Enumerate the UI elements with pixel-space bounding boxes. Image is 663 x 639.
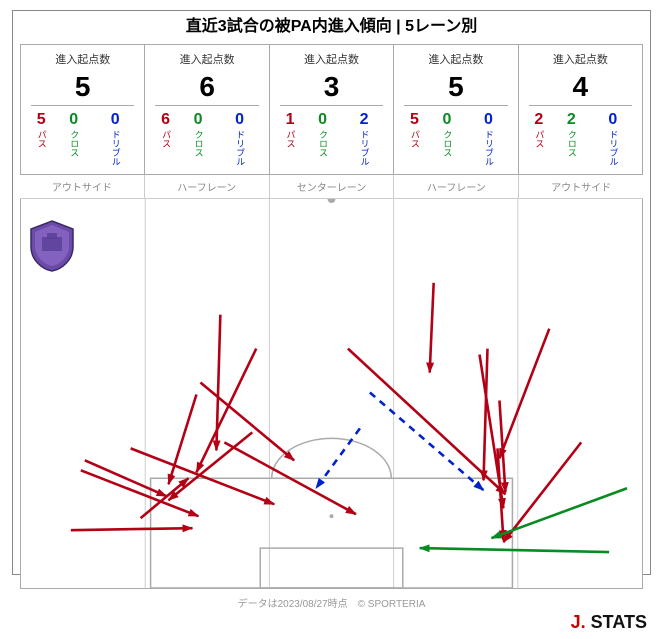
team-crest xyxy=(27,219,77,273)
credit-text: データは2023/08/27時点 © SPORTERIA xyxy=(0,589,663,612)
breakdown-num: 0 xyxy=(318,112,327,128)
breakdown-num: 0 xyxy=(608,112,617,128)
lane-breakdown: 5 パス 0 クロス 0 ドリブル xyxy=(25,112,140,166)
lane-name-label: アウトサイド xyxy=(20,175,144,199)
breakdown-label: クロス xyxy=(567,130,576,157)
pitch xyxy=(20,199,643,589)
lane-names-row: アウトサイドハーフレーンセンターレーンハーフレーンアウトサイド xyxy=(0,175,663,199)
brand-dot: . xyxy=(581,612,586,632)
lane-stat-cell: 進入起点数 5 5 パス 0 クロス 0 ドリブル xyxy=(393,44,517,175)
breakdown-label: ドリブル xyxy=(608,130,617,166)
lane-total: 5 xyxy=(398,71,513,103)
breakdown-num: 0 xyxy=(69,112,78,128)
breakdown-num: 1 xyxy=(286,112,295,128)
lane-header: 進入起点数 xyxy=(25,51,140,67)
breakdown-item: 0 ドリブル xyxy=(97,112,133,166)
breakdown-item: 6 パス xyxy=(157,112,175,166)
brand-stats: STATS xyxy=(591,612,647,632)
breakdown-label: クロス xyxy=(194,130,203,157)
breakdown-num: 2 xyxy=(567,112,576,128)
breakdown-label: パス xyxy=(37,130,46,148)
lane-breakdown: 5 パス 0 クロス 0 ドリブル xyxy=(398,112,513,166)
breakdown-label: ドリブル xyxy=(111,130,120,166)
brand-j: J xyxy=(571,612,581,632)
lane-divider xyxy=(31,105,134,106)
chart-title: 直近3試合の被PA内進入傾向 | 5レーン別 xyxy=(0,0,663,44)
breakdown-label: パス xyxy=(161,130,170,148)
lane-breakdown: 1 パス 0 クロス 2 ドリブル xyxy=(274,112,389,166)
footer-brand-logo: J. STATS xyxy=(571,612,647,633)
breakdown-num: 0 xyxy=(442,112,451,128)
lane-stat-cell: 進入起点数 6 6 パス 0 クロス 0 ドリブル xyxy=(144,44,268,175)
breakdown-item: 5 パス xyxy=(32,112,50,166)
breakdown-item: 2 パス xyxy=(530,112,548,166)
breakdown-item: 0 ドリブル xyxy=(222,112,258,166)
breakdown-label: クロス xyxy=(69,130,78,157)
lane-name-label: ハーフレーン xyxy=(144,175,269,199)
breakdown-num: 0 xyxy=(484,112,493,128)
breakdown-label: ドリブル xyxy=(484,130,493,166)
footer: J. STATS xyxy=(0,612,663,639)
breakdown-label: ドリブル xyxy=(360,130,369,166)
breakdown-item: 0 ドリブル xyxy=(470,112,506,166)
lane-divider xyxy=(529,105,632,106)
lane-header: 進入起点数 xyxy=(398,51,513,67)
lane-total: 6 xyxy=(149,71,264,103)
lane-total: 5 xyxy=(25,71,140,103)
breakdown-item: 5 パス xyxy=(405,112,423,166)
lane-stat-cell: 進入起点数 3 1 パス 0 クロス 2 ドリブル xyxy=(269,44,393,175)
breakdown-item: 0 クロス xyxy=(185,112,212,166)
lane-divider xyxy=(280,105,383,106)
lane-stats-row: 進入起点数55パス0クロス0ドリブル進入起点数66パス0クロス0ドリブル進入起点… xyxy=(0,44,663,175)
breakdown-label: パス xyxy=(534,130,543,148)
lane-divider xyxy=(404,105,507,106)
lane-breakdown: 2 パス 2 クロス 0 ドリブル xyxy=(523,112,638,166)
lane-stat-cell: 進入起点数 5 5 パス 0 クロス 0 ドリブル xyxy=(20,44,144,175)
breakdown-item: 0 クロス xyxy=(60,112,87,166)
breakdown-item: 0 クロス xyxy=(433,112,460,166)
pitch-container xyxy=(0,199,663,589)
lane-name-label: ハーフレーン xyxy=(393,175,518,199)
breakdown-item: 0 クロス xyxy=(309,112,336,166)
breakdown-num: 5 xyxy=(37,112,46,128)
pitch-lines xyxy=(21,199,642,588)
lane-total: 3 xyxy=(274,71,389,103)
breakdown-item: 2 ドリブル xyxy=(346,112,382,166)
lane-stat-cell: 進入起点数 4 2 パス 2 クロス 0 ドリブル xyxy=(518,44,643,175)
lane-breakdown: 6 パス 0 クロス 0 ドリブル xyxy=(149,112,264,166)
lane-header: 進入起点数 xyxy=(523,51,638,67)
breakdown-label: パス xyxy=(286,130,295,148)
breakdown-item: 1 パス xyxy=(281,112,299,166)
breakdown-label: クロス xyxy=(318,130,327,157)
breakdown-num: 0 xyxy=(111,112,120,128)
breakdown-label: クロス xyxy=(442,130,451,157)
breakdown-num: 2 xyxy=(534,112,543,128)
lane-header: 進入起点数 xyxy=(149,51,264,67)
breakdown-num: 6 xyxy=(161,112,170,128)
breakdown-label: パス xyxy=(410,130,419,148)
breakdown-num: 2 xyxy=(360,112,369,128)
breakdown-item: 0 ドリブル xyxy=(595,112,631,166)
lane-header: 進入起点数 xyxy=(274,51,389,67)
breakdown-item: 2 クロス xyxy=(558,112,585,166)
lane-total: 4 xyxy=(523,71,638,103)
breakdown-num: 5 xyxy=(410,112,419,128)
breakdown-num: 0 xyxy=(235,112,244,128)
breakdown-num: 0 xyxy=(194,112,203,128)
lane-name-label: センターレーン xyxy=(269,175,394,199)
lane-name-label: アウトサイド xyxy=(518,175,643,199)
lane-divider xyxy=(155,105,258,106)
breakdown-label: ドリブル xyxy=(235,130,244,166)
